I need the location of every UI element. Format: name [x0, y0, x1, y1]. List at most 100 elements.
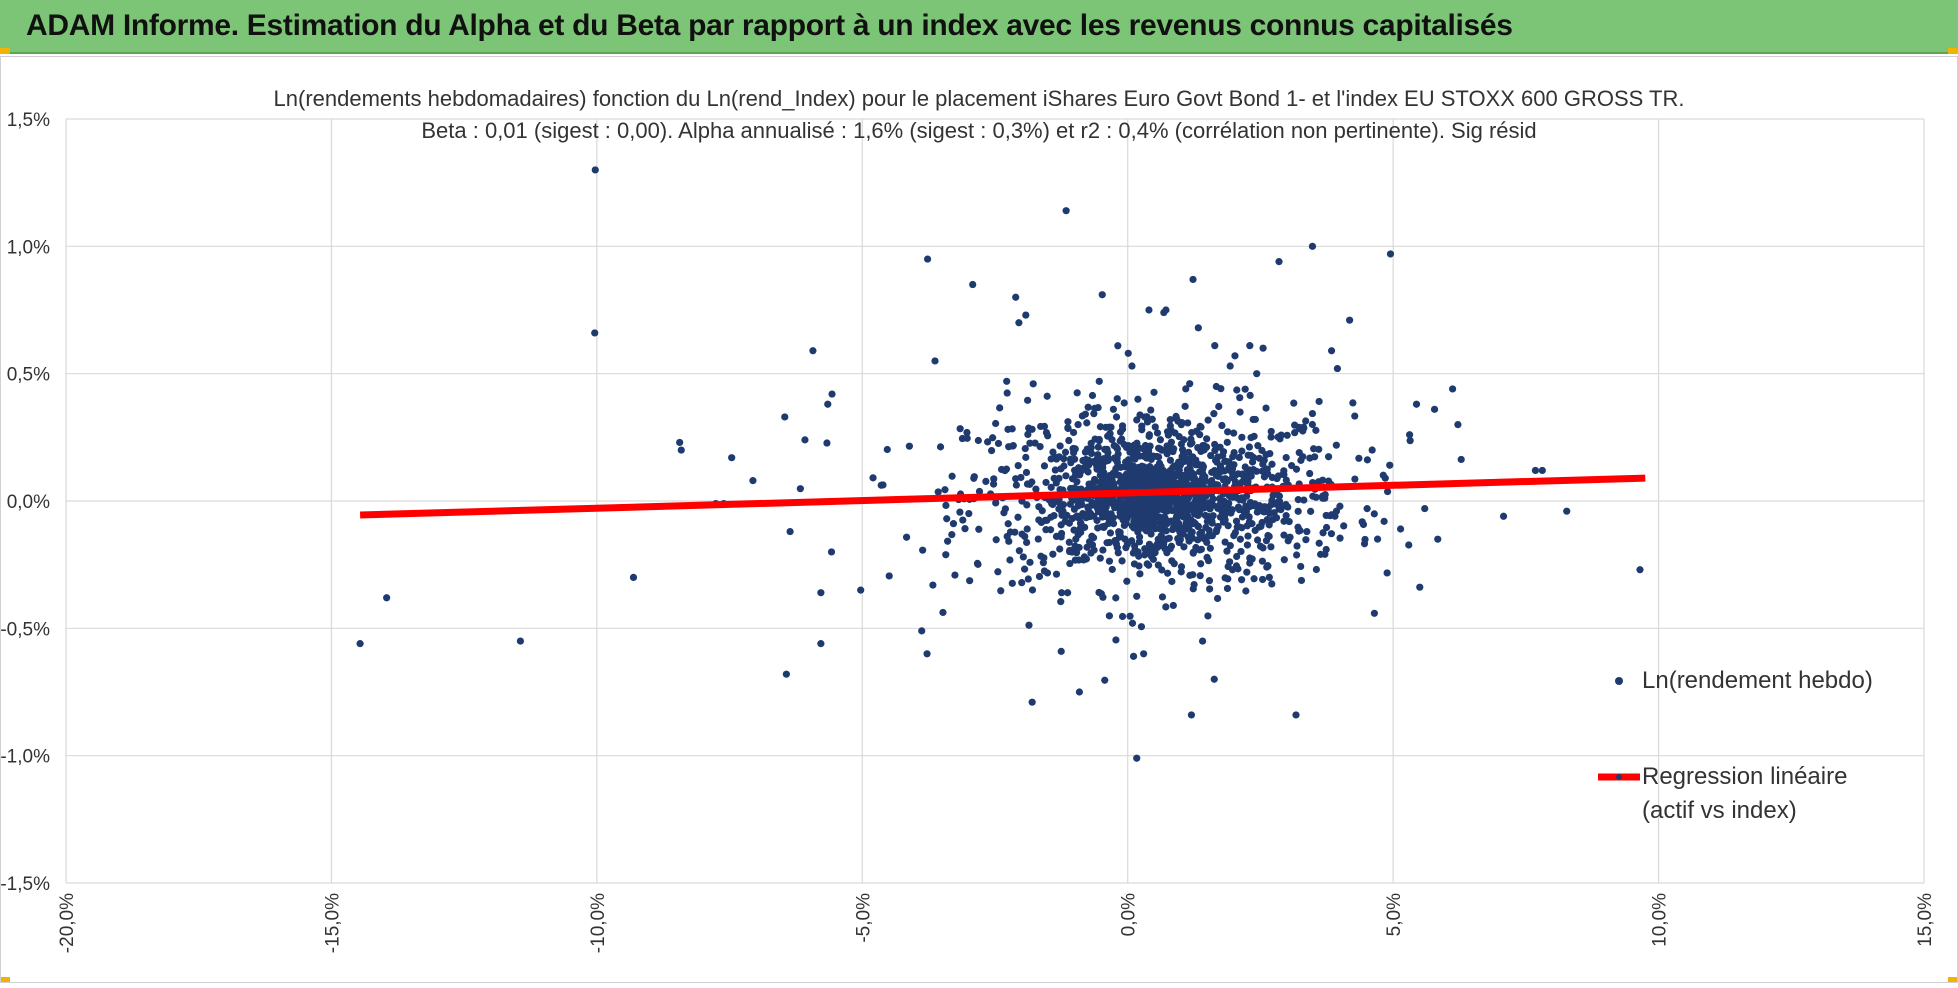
- chart-subtitle: Beta : 0,01 (sigest : 0,00). Alpha annua…: [421, 118, 1536, 143]
- data-point: [1180, 452, 1188, 460]
- data-point: [1170, 506, 1178, 514]
- data-point: [1131, 503, 1139, 512]
- data-point: [984, 438, 992, 446]
- data-point: [1024, 575, 1032, 583]
- data-point: [1201, 476, 1209, 484]
- data-point: [1186, 380, 1194, 388]
- data-point: [1349, 399, 1357, 407]
- data-point: [994, 439, 1003, 448]
- data-point: [1036, 442, 1044, 451]
- data-point: [1147, 406, 1155, 414]
- x-tick-label: 5,0%: [1384, 893, 1405, 936]
- data-point: [809, 347, 817, 355]
- data-point: [1024, 396, 1032, 404]
- data-point: [1118, 557, 1126, 565]
- data-point: [1042, 526, 1050, 534]
- data-point: [1221, 509, 1229, 517]
- data-point: [877, 481, 885, 489]
- data-point: [1246, 342, 1254, 350]
- data-point: [1265, 573, 1273, 581]
- data-point: [1115, 502, 1123, 510]
- data-point: [1209, 495, 1217, 503]
- data-point: [1430, 405, 1439, 413]
- data-point: [1091, 404, 1099, 412]
- data-point: [1018, 579, 1026, 587]
- data-point: [1093, 454, 1102, 462]
- data-point: [1057, 647, 1065, 655]
- data-point: [1055, 453, 1063, 461]
- data-point: [1196, 572, 1204, 580]
- data-point: [1177, 507, 1185, 515]
- data-point: [1097, 479, 1105, 487]
- data-point: [1231, 352, 1239, 360]
- data-point: [1037, 422, 1045, 431]
- data-point: [817, 640, 825, 648]
- data-point: [1118, 612, 1127, 621]
- data-point: [1130, 441, 1138, 449]
- data-point: [1061, 448, 1070, 456]
- data-point: [1022, 453, 1030, 461]
- data-point: [1066, 500, 1074, 508]
- data-point: [817, 589, 825, 597]
- data-point: [1145, 561, 1153, 569]
- data-point: [1155, 459, 1164, 467]
- data-point: [1319, 529, 1327, 537]
- data-point: [1383, 569, 1391, 577]
- data-point: [1351, 412, 1359, 420]
- data-point: [1290, 399, 1298, 407]
- data-point: [1319, 476, 1327, 484]
- data-point: [1023, 538, 1031, 547]
- data-point: [1308, 409, 1317, 418]
- data-point: [973, 559, 982, 568]
- data-point: [1261, 503, 1270, 511]
- data-point: [1158, 566, 1166, 574]
- data-point: [1090, 546, 1098, 554]
- data-point: [1093, 465, 1101, 473]
- data-point: [1074, 531, 1082, 539]
- data-point: [1194, 478, 1202, 486]
- data-point: [1058, 511, 1066, 519]
- data-point: [1158, 593, 1167, 601]
- data-point: [1060, 462, 1068, 470]
- data-point: [943, 515, 951, 523]
- data-point: [1096, 423, 1105, 431]
- data-point: [676, 438, 684, 447]
- data-point: [1336, 534, 1344, 542]
- data-point: [1268, 460, 1276, 468]
- chart-area: 1,5% 1,0% 0,5% 0,0% -0,5% -1,0% -1,5% -20,0% -15…: [0, 56, 1958, 983]
- data-point: [1136, 570, 1144, 578]
- data-point: [1232, 517, 1241, 525]
- data-point: [1189, 585, 1197, 593]
- scatter-chart: 1,5% 1,0% 0,5% 0,0% -0,5% -1,0% -1,5% -20,0% -15…: [0, 86, 1936, 953]
- data-point: [1099, 546, 1107, 554]
- data-point: [1133, 449, 1141, 458]
- data-point: [1340, 522, 1348, 530]
- data-point: [1168, 525, 1177, 534]
- data-point: [1145, 431, 1153, 439]
- data-point: [1299, 427, 1307, 435]
- data-point: [1024, 430, 1032, 439]
- data-point: [1141, 473, 1149, 481]
- data-point: [1004, 425, 1012, 433]
- data-point: [516, 637, 525, 645]
- data-point: [1416, 583, 1424, 591]
- data-point: [1075, 470, 1083, 479]
- data-point: [1088, 479, 1096, 488]
- data-point: [1258, 575, 1267, 584]
- data-point: [1034, 535, 1042, 543]
- data-point: [1218, 421, 1226, 430]
- data-point: [1205, 577, 1214, 585]
- regression-line: [359, 474, 1646, 519]
- data-point: [1002, 465, 1011, 473]
- data-point: [1112, 636, 1120, 644]
- data-point: [1259, 460, 1267, 468]
- data-point: [1147, 530, 1155, 538]
- data-point: [1221, 516, 1229, 524]
- data-point: [959, 516, 967, 524]
- data-point: [1245, 513, 1253, 521]
- data-point: [1317, 550, 1325, 558]
- data-point: [919, 546, 927, 554]
- data-point: [1332, 441, 1340, 449]
- data-point: [1194, 324, 1202, 332]
- legend-label-regression-line2: (actif vs index): [1642, 797, 1797, 824]
